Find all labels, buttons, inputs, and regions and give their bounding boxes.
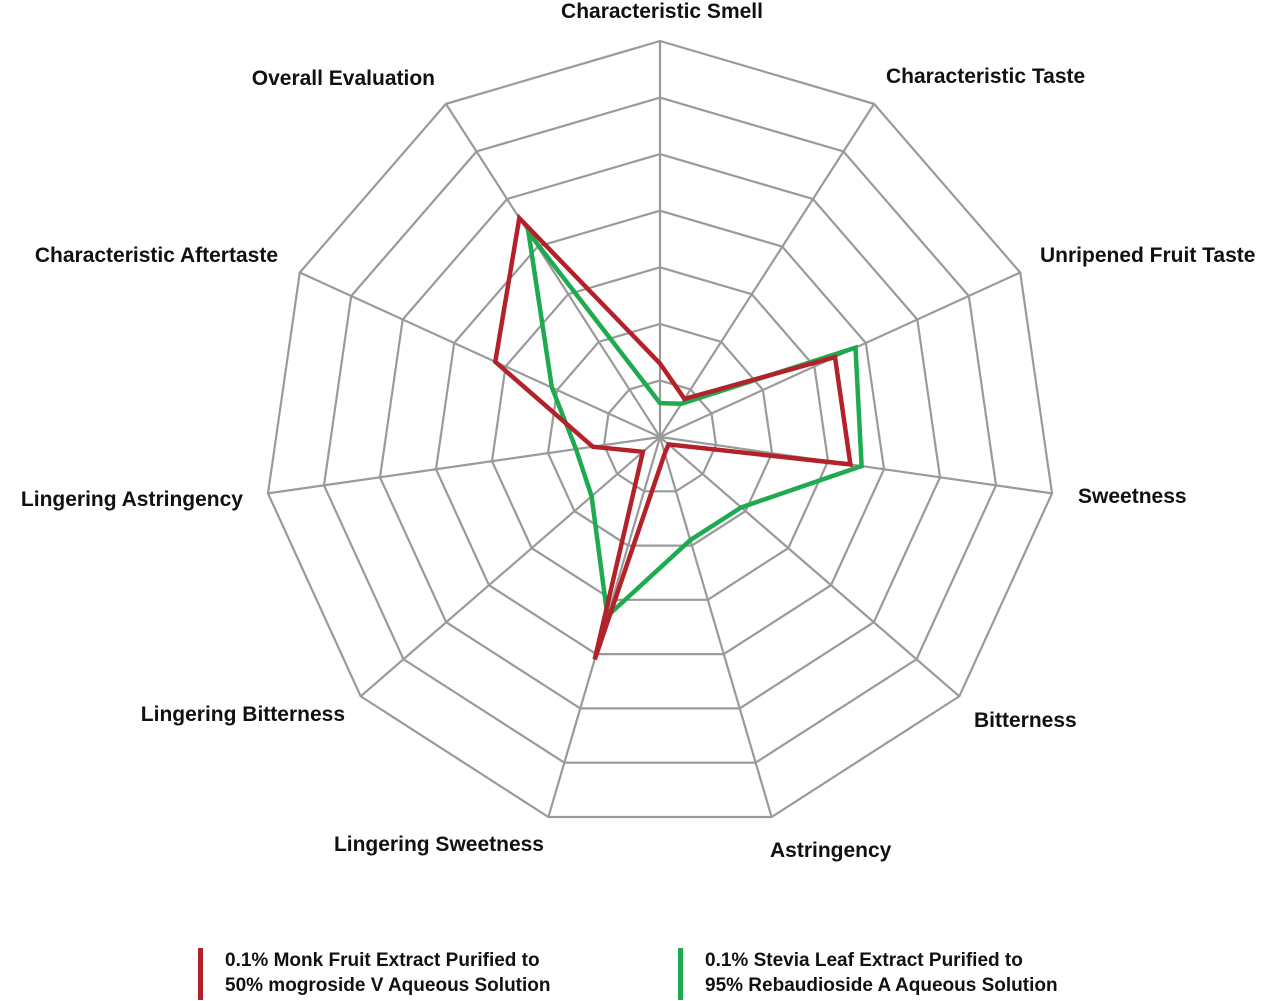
axis-label-unripened-fruit-taste: Unripened Fruit Taste: [1040, 244, 1255, 267]
grid-ring-1: [602, 379, 718, 493]
grid-ring-3: [490, 266, 830, 601]
series-line-stevia: [524, 224, 864, 621]
legend-label-line-1: 0.1% Stevia Leaf Extract Purified to: [705, 950, 1023, 971]
grid-ring-7: [266, 39, 1054, 819]
grid-spoke-5: [659, 436, 961, 698]
axis-label-characteristic-taste: Characteristic Taste: [886, 65, 1085, 88]
axis-label-lingering-astringency: Lingering Astringency: [21, 488, 243, 511]
legend-label-line-2: 95% Rebaudioside A Aqueous Solution: [705, 975, 1058, 996]
legend-item-monk-fruit: 0.1% Monk Fruit Extract Purified to 50% …: [198, 948, 551, 1000]
legend-label-monk-fruit: 0.1% Monk Fruit Extract Purified to 50% …: [225, 948, 551, 998]
legend-item-stevia: 0.1% Stevia Leaf Extract Purified to 95%…: [678, 948, 1058, 1000]
legend-label-line-1: 0.1% Monk Fruit Extract Purified to: [225, 950, 540, 971]
series-line-monk-fruit: [492, 213, 854, 661]
grid-spoke-4: [659, 435, 1053, 495]
legend-label-stevia: 0.1% Stevia Leaf Extract Purified to 95%…: [705, 948, 1058, 998]
radar-grid: [266, 39, 1054, 819]
grid-ring-4: [434, 209, 886, 656]
axis-label-lingering-bitterness: Lingering Bitterness: [141, 703, 345, 726]
grid-spoke-11: [444, 103, 661, 438]
grid-ring-5: [378, 152, 942, 710]
axis-label-characteristic-aftertaste: Characteristic Aftertaste: [35, 244, 278, 267]
axis-label-overall-evaluation: Overall Evaluation: [252, 67, 435, 90]
grid-spoke-8: [359, 436, 661, 698]
grid-spoke-6: [658, 436, 773, 818]
axis-label-characteristic-smell: Characteristic Smell: [561, 0, 763, 23]
grid-spoke-10: [299, 271, 661, 439]
legend-swatch-red: [198, 948, 203, 1000]
axis-label-lingering-sweetness: Lingering Sweetness: [334, 833, 544, 856]
axis-labels: Characteristic Smell Characteristic Tast…: [21, 0, 1256, 862]
legend-label-line-2: 50% mogroside V Aqueous Solution: [225, 975, 551, 996]
axis-label-bitterness: Bitterness: [974, 709, 1077, 732]
legend-swatch-green: [678, 948, 683, 1000]
axis-label-astringency: Astringency: [770, 839, 892, 862]
grid-ring-6: [322, 96, 998, 764]
grid-spoke-2: [659, 103, 876, 438]
axis-label-sweetness: Sweetness: [1078, 485, 1187, 508]
radar-series: [492, 213, 864, 661]
